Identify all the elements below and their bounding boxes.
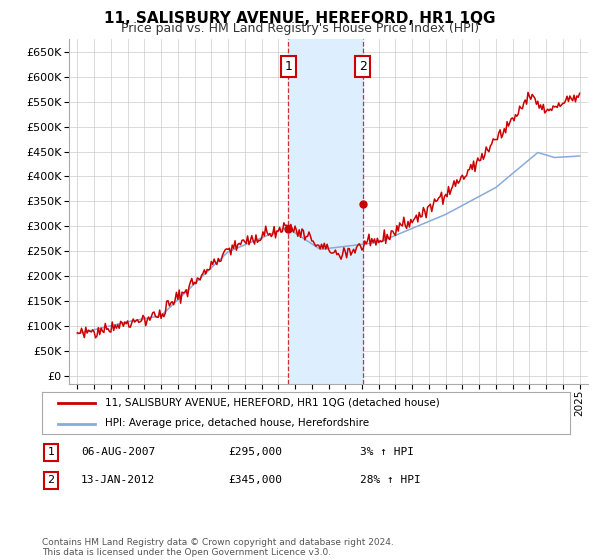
Text: 1: 1 [284, 60, 292, 73]
Text: 2: 2 [359, 60, 367, 73]
Text: 11, SALISBURY AVENUE, HEREFORD, HR1 1QG: 11, SALISBURY AVENUE, HEREFORD, HR1 1QG [104, 11, 496, 26]
Text: HPI: Average price, detached house, Herefordshire: HPI: Average price, detached house, Here… [106, 418, 370, 428]
Text: 3% ↑ HPI: 3% ↑ HPI [360, 447, 414, 458]
Text: 2: 2 [47, 475, 55, 486]
Text: £295,000: £295,000 [228, 447, 282, 458]
Text: 11, SALISBURY AVENUE, HEREFORD, HR1 1QG (detached house): 11, SALISBURY AVENUE, HEREFORD, HR1 1QG … [106, 398, 440, 408]
Text: Price paid vs. HM Land Registry's House Price Index (HPI): Price paid vs. HM Land Registry's House … [121, 22, 479, 35]
Text: £345,000: £345,000 [228, 475, 282, 486]
Bar [289, 39, 362, 384]
Text: Contains HM Land Registry data © Crown copyright and database right 2024.
This d: Contains HM Land Registry data © Crown c… [42, 538, 394, 557]
Text: 28% ↑ HPI: 28% ↑ HPI [360, 475, 421, 486]
Text: 06-AUG-2007: 06-AUG-2007 [81, 447, 155, 458]
Text: 13-JAN-2012: 13-JAN-2012 [81, 475, 155, 486]
Text: 1: 1 [47, 447, 55, 458]
